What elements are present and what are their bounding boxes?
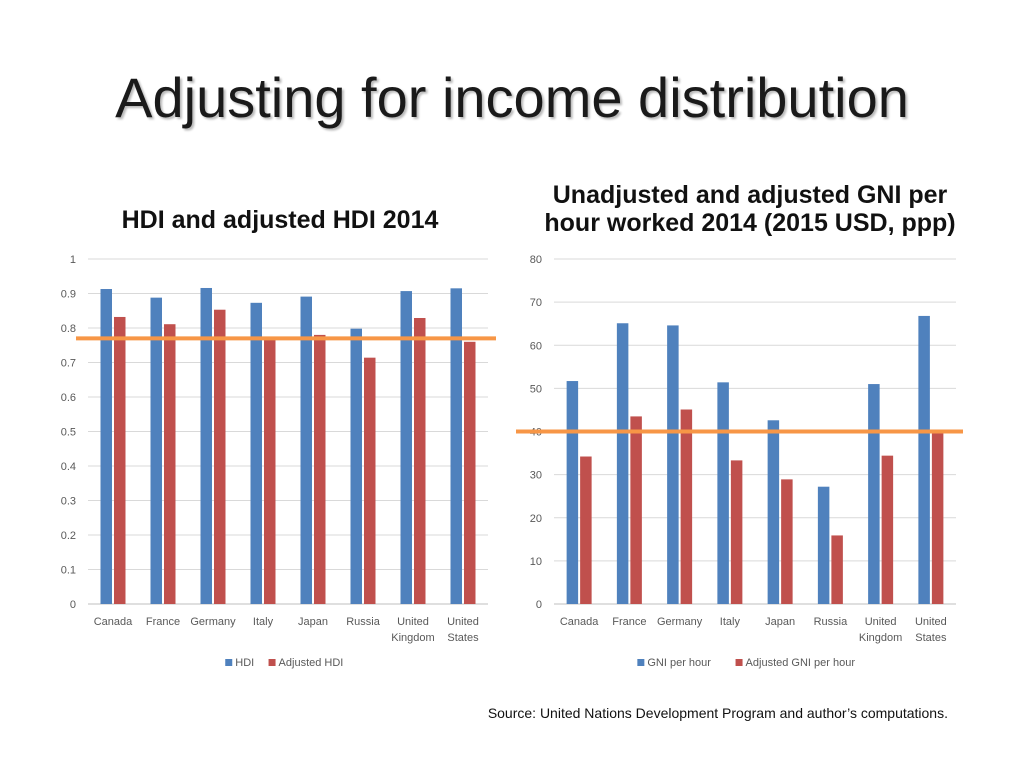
gni-x-tick-label: Canada — [560, 616, 599, 628]
hdi-bar-adjusted — [114, 316, 126, 604]
gni-legend-swatch — [637, 659, 645, 666]
gni-bar-adjusted — [580, 456, 592, 604]
hdi-y-tick-label: 0.9 — [61, 289, 76, 301]
gni-chart: 01020304050607080CanadaFranceGermanyItal… — [516, 254, 963, 669]
gni-y-tick-label: 80 — [530, 254, 542, 266]
gni-y-tick-label: 0 — [536, 599, 542, 611]
hdi-x-tick-label: Germany — [190, 616, 236, 628]
gni-y-tick-label: 50 — [530, 383, 542, 395]
hdi-y-tick-label: 1 — [70, 254, 76, 266]
gni-x-tick-label: Russia — [814, 616, 849, 628]
slide-title: Adjusting for income distribution — [115, 66, 909, 129]
gni-bar-primary — [868, 384, 880, 604]
gni-chart-title: Unadjusted and adjusted GNI per hour wor… — [544, 181, 956, 237]
hdi-x-tick-label: France — [146, 616, 180, 628]
hdi-y-tick-label: 0.2 — [61, 530, 76, 542]
hdi-bar-primary — [450, 288, 462, 604]
hdi-y-tick-label: 0.3 — [61, 496, 76, 508]
hdi-bar-adjusted — [214, 309, 226, 604]
gni-x-tick-label: Italy — [720, 616, 741, 628]
hdi-y-tick-label: 0.1 — [61, 565, 76, 577]
hdi-bar-adjusted — [464, 341, 476, 604]
hdi-bar-primary — [100, 289, 112, 604]
hdi-bar-adjusted — [314, 334, 326, 604]
source-note: Source: United Nations Development Progr… — [487, 705, 948, 721]
gni-bar-adjusted — [730, 460, 743, 604]
hdi-bar-primary — [350, 328, 362, 604]
hdi-x-tick-label: Canada — [94, 616, 133, 628]
hdi-x-tick-label: United States — [447, 616, 479, 644]
hdi-bar-primary — [150, 297, 162, 604]
hdi-x-tick-label: United Kingdom — [391, 616, 434, 644]
hdi-y-tick-label: 0 — [70, 599, 76, 611]
hdi-bar-primary — [300, 296, 312, 604]
gni-y-tick-label: 70 — [530, 297, 542, 309]
hdi-bar-primary — [200, 287, 212, 604]
gni-y-tick-label: 60 — [530, 340, 542, 352]
hdi-x-tick-label: Japan — [298, 616, 328, 628]
hdi-legend-swatch — [268, 659, 276, 666]
hdi-legend-label: Adjusted HDI — [279, 657, 344, 669]
hdi-legend: HDI Adjusted HDI — [225, 657, 343, 669]
gni-x-tick-label: United Kingdom — [859, 616, 902, 644]
hdi-bar-adjusted — [414, 317, 426, 604]
gni-bar-adjusted — [781, 479, 793, 604]
hdi-x-tick-label: Italy — [253, 616, 274, 628]
gni-bar-primary — [918, 315, 930, 604]
hdi-bar-primary — [250, 302, 262, 604]
hdi-bar-adjusted — [164, 324, 176, 604]
hdi-x-tick-label: Russia — [346, 616, 381, 628]
hdi-chart: 0 0.1 0.2 0.3 0.4 0.5 0.6 0.7 0.8 0.9 1 Canada Franc… — [61, 254, 496, 669]
gni-y-tick-label: 20 — [530, 513, 542, 525]
gni-bar-adjusted — [630, 416, 642, 604]
hdi-bar-adjusted — [364, 357, 376, 604]
hdi-y-tick-label: 0.6 — [61, 392, 76, 404]
hdi-bar-primary — [400, 291, 412, 604]
gni-x-tick-label: Japan — [765, 616, 795, 628]
gni-bar-primary — [767, 420, 780, 604]
gni-bar-primary — [667, 325, 679, 604]
gni-x-tick-label: United States — [915, 616, 947, 644]
gni-y-tick-label: 30 — [530, 470, 542, 482]
hdi-y-tick-label: 0.5 — [61, 427, 76, 439]
hdi-y-tick-label: 0.4 — [61, 461, 76, 473]
gni-bar-primary — [717, 382, 729, 604]
gni-bar-adjusted — [931, 433, 944, 604]
hdi-legend-label: HDI — [235, 657, 254, 669]
hdi-chart-title: HDI and adjusted HDI 2014 — [121, 206, 439, 234]
gni-y-tick-label: 10 — [530, 556, 542, 568]
gni-bar-adjusted — [881, 455, 894, 604]
gni-legend-label: Adjusted GNI per hour — [746, 657, 856, 669]
gni-x-tick-label: Germany — [657, 616, 703, 628]
gni-x-tick-label: France — [612, 616, 646, 628]
hdi-legend-swatch — [225, 659, 233, 666]
gni-bar-primary — [566, 381, 579, 604]
hdi-y-tick-label: 0.7 — [61, 358, 76, 370]
hdi-y-tick-label: 0.8 — [61, 323, 76, 335]
gni-legend: GNI per hour Adjusted GNI per hour — [637, 657, 855, 669]
gni-legend-label: GNI per hour — [647, 657, 711, 669]
gni-legend-swatch — [735, 659, 743, 666]
gni-bar-adjusted — [831, 535, 843, 604]
gni-bar-primary — [817, 486, 830, 604]
gni-bar-primary — [616, 323, 629, 604]
hdi-bar-adjusted — [264, 339, 276, 604]
gni-bar-adjusted — [680, 409, 693, 604]
